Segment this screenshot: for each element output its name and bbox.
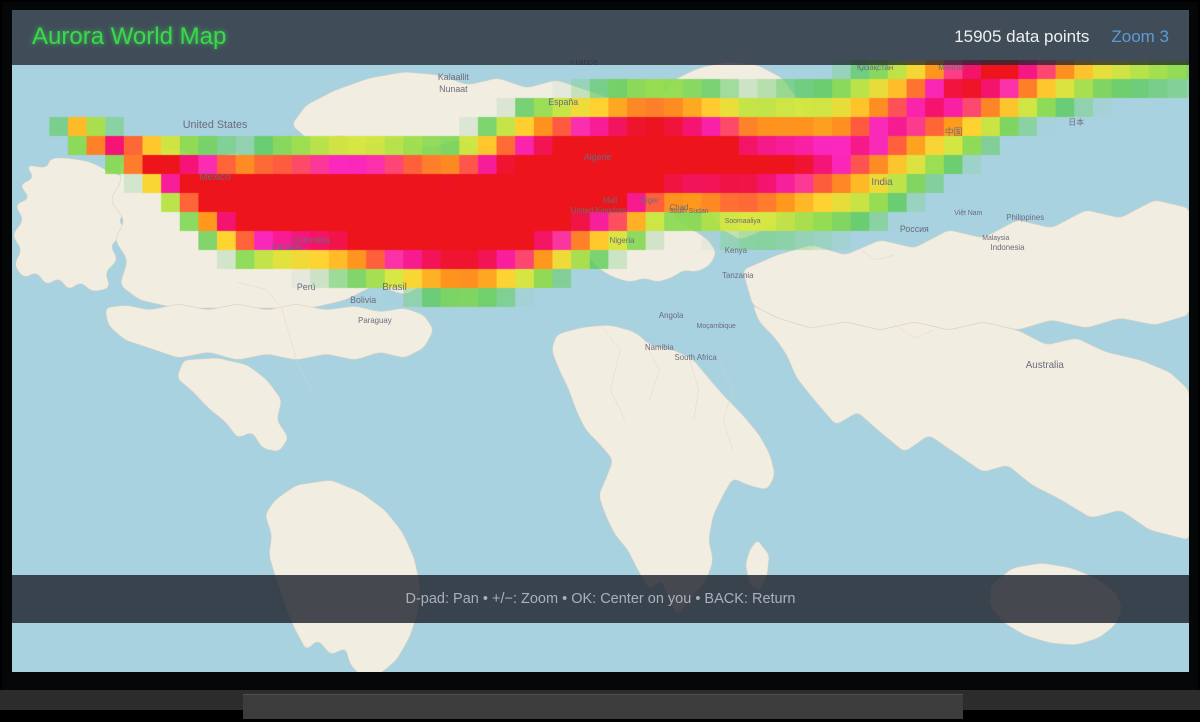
svg-text:Soomaaliya: Soomaaliya <box>725 218 761 225</box>
svg-text:Nigeria: Nigeria <box>610 236 635 245</box>
svg-text:Indonesia: Indonesia <box>991 243 1026 252</box>
svg-text:Philippines: Philippines <box>1006 213 1044 222</box>
svg-text:Россия: Россия <box>900 224 929 234</box>
svg-text:España: España <box>548 97 578 107</box>
svg-text:Brasil: Brasil <box>382 282 406 293</box>
svg-text:Perú: Perú <box>297 282 316 292</box>
svg-text:South Sudan: South Sudan <box>669 208 709 215</box>
svg-text:Kalaallit: Kalaallit <box>438 72 469 82</box>
svg-text:India: India <box>871 177 893 188</box>
svg-text:Nunaat: Nunaat <box>439 84 468 94</box>
svg-text:中国: 中国 <box>945 126 963 137</box>
svg-text:Malaysia: Malaysia <box>982 235 1009 242</box>
svg-text:Việt Nam: Việt Nam <box>954 210 982 217</box>
svg-text:Moçambique: Moçambique <box>697 323 736 330</box>
svg-text:Mali: Mali <box>603 196 618 205</box>
svg-text:Paraguay: Paraguay <box>358 316 392 325</box>
svg-text:United States: United States <box>183 119 248 131</box>
svg-text:Tanzania: Tanzania <box>722 271 754 280</box>
svg-text:Australia: Australia <box>1026 360 1065 371</box>
svg-text:Kenya: Kenya <box>725 246 748 255</box>
svg-text:日本: 日本 <box>1068 117 1084 127</box>
svg-text:Niger: Niger <box>640 196 659 205</box>
svg-text:Algérie: Algérie <box>584 152 612 162</box>
svg-text:México: México <box>200 172 232 183</box>
svg-text:Namibia: Namibia <box>645 343 674 352</box>
svg-text:South Africa: South Africa <box>675 353 718 362</box>
svg-text:Angola: Angola <box>659 311 684 320</box>
svg-text:Bolivia: Bolivia <box>350 295 376 305</box>
svg-text:Canada: Canada <box>271 242 302 252</box>
svg-text:United Kingdom: United Kingdom <box>571 206 627 215</box>
